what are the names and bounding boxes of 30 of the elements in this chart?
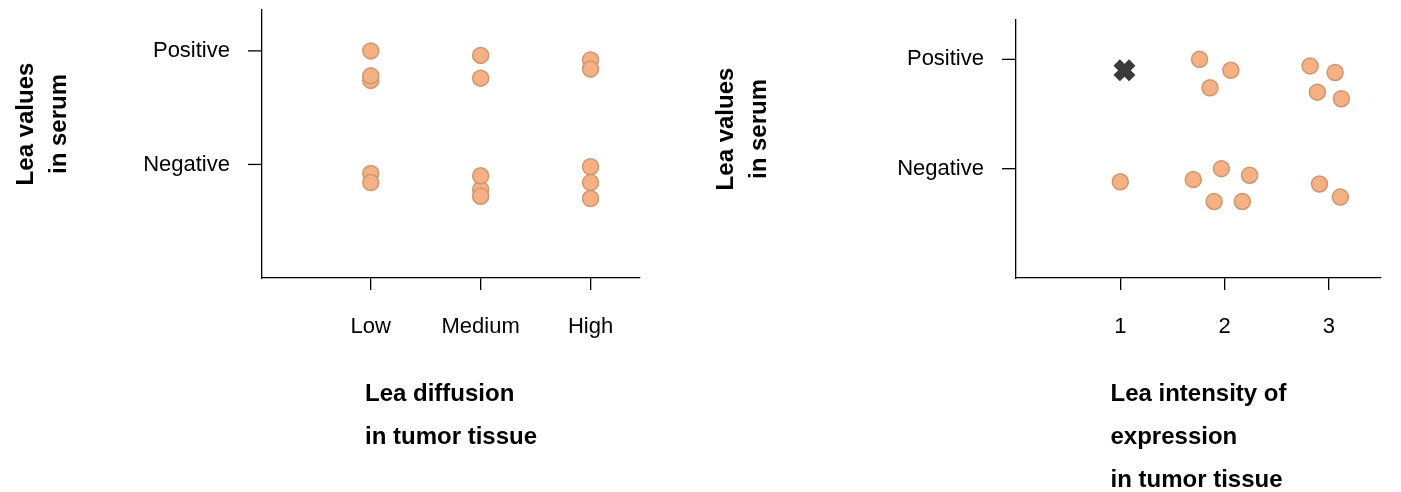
x-tick-label: 1: [1114, 313, 1127, 339]
point: [1233, 192, 1252, 211]
text: Negative: [897, 154, 984, 180]
point: [1190, 50, 1209, 69]
point: [1301, 57, 1319, 75]
text: Positive: [152, 36, 230, 62]
point: [1184, 170, 1203, 189]
point: [1112, 58, 1137, 83]
point: [1308, 83, 1327, 101]
x-tick-label: High: [567, 313, 614, 339]
text: Positive: [906, 45, 984, 71]
y-axis-title: Lea values in serum: [10, 62, 71, 186]
x-tick-label: Medium: [441, 313, 520, 339]
y-axis-title: Lea values in serum: [710, 67, 771, 191]
point: [1240, 166, 1259, 184]
x-tick-label: 3: [1322, 313, 1335, 339]
x-tick-label: 2: [1218, 313, 1231, 339]
point: [1332, 89, 1351, 108]
point: [1201, 79, 1219, 97]
point: [1310, 175, 1329, 193]
point: [1222, 61, 1240, 80]
point: [1111, 173, 1130, 191]
point: [1212, 159, 1231, 178]
point: [1326, 63, 1344, 82]
point: [1331, 188, 1350, 206]
x-tick-label: Low: [350, 313, 392, 339]
text: Negative: [143, 150, 230, 176]
point: [1205, 192, 1223, 211]
x-axis-title: Lea diffusion in tumor tissue: [364, 378, 538, 449]
x-axis-title: Lea intensity of expression in tumor tissue: [1110, 378, 1288, 492]
